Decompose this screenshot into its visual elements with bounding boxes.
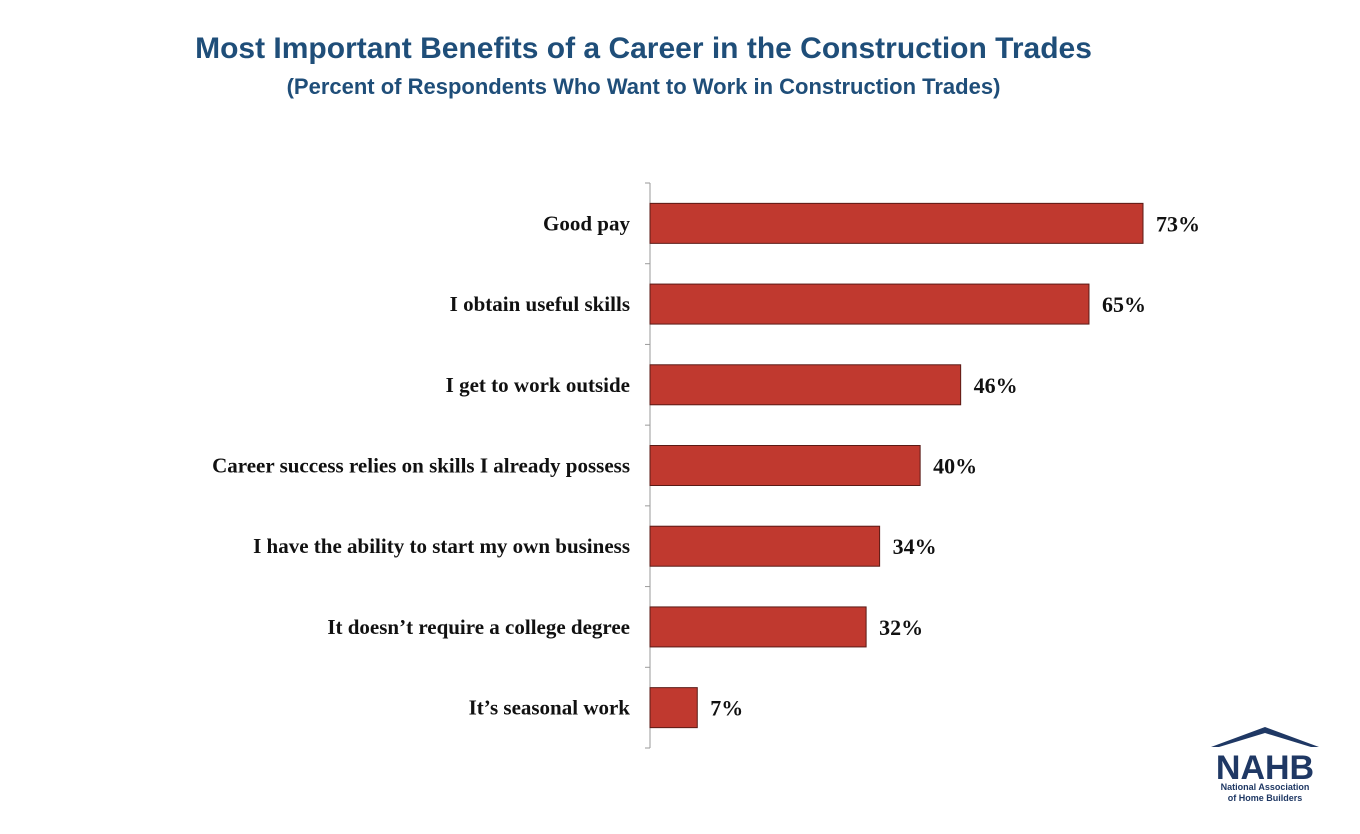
logo-caption: National Association of Home Builders	[1205, 782, 1325, 804]
value-label: 73%	[1156, 211, 1200, 236]
category-label: Good pay	[543, 211, 630, 235]
logo-caption-line2: of Home Builders	[1227, 793, 1303, 803]
bar	[649, 525, 881, 567]
category-label: I have the ability to start my own busin…	[253, 534, 630, 558]
logo-caption-line1: National Association	[1220, 782, 1310, 792]
value-label: 32%	[879, 615, 923, 640]
value-label: 40%	[933, 454, 977, 479]
logo-roof-icon	[1211, 727, 1319, 747]
category-label: Career success relies on skills I alread…	[212, 454, 630, 478]
nahb-logo: NAHB	[1211, 727, 1319, 787]
bar	[649, 283, 1090, 325]
category-label: I obtain useful skills	[450, 292, 630, 316]
value-label: 46%	[974, 373, 1018, 398]
bar	[649, 202, 1144, 244]
value-label: 65%	[1102, 292, 1146, 317]
bar	[649, 364, 962, 406]
logo-wordmark: NAHB	[1216, 749, 1314, 787]
chart-subtitle: (Percent of Respondents Who Want to Work…	[286, 74, 1001, 99]
category-label: It doesn’t require a college degree	[327, 615, 630, 639]
category-label: I get to work outside	[446, 373, 630, 397]
bar	[649, 606, 867, 648]
value-label: 34%	[893, 534, 937, 559]
category-label: It’s seasonal work	[469, 696, 631, 720]
value-label: 7%	[710, 696, 743, 721]
bar	[649, 687, 698, 729]
bar	[649, 445, 921, 486]
chart-title: Most Important Benefits of a Career in t…	[195, 32, 1092, 65]
